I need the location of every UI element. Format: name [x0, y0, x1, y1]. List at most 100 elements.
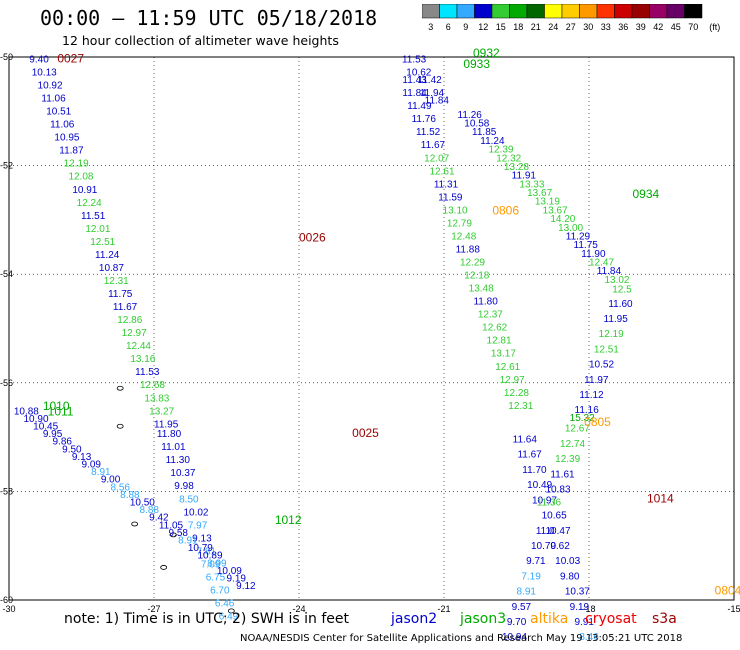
swh-value: 13.10	[443, 205, 468, 216]
swh-value: 12.67	[565, 424, 590, 435]
swh-value: 10.51	[46, 107, 71, 118]
swh-value: 12.19	[599, 329, 624, 340]
grid-lines	[8, 56, 735, 601]
swh-value: 12.61	[430, 166, 455, 177]
swh-value: 10.91	[72, 185, 97, 196]
swh-value: 11.95	[154, 419, 179, 430]
legend-level: 36	[618, 22, 628, 32]
swh-value: 10.50	[130, 498, 155, 509]
swh-value: 11.29	[566, 231, 591, 242]
swh-value: 10.02	[183, 507, 208, 518]
swh-value: 10.62	[406, 67, 431, 78]
swh-value: 9.50	[62, 444, 82, 455]
island-outline	[116, 385, 124, 391]
pass-time-label: 1011	[48, 404, 74, 418]
swh-value: 11.87	[59, 146, 84, 157]
swh-value: 12.19	[64, 159, 89, 170]
legend-level: 27	[566, 22, 576, 32]
swh-value: 11.84	[402, 88, 427, 99]
swh-value: 10.88	[14, 406, 39, 417]
swh-value: 12.51	[594, 344, 619, 355]
swh-value: 11.12	[579, 390, 604, 401]
x-tick-label: -18	[582, 604, 595, 614]
swh-value: 11.97	[584, 375, 609, 386]
swh-value: 10.79	[188, 543, 213, 554]
pass-time-label: 0027	[57, 51, 84, 65]
pass-time-label: 0806	[492, 203, 519, 217]
x-tick-label: -27	[147, 604, 160, 614]
legend-jason3: jason3	[460, 611, 507, 627]
swh-value: 11.67	[517, 450, 542, 461]
swh-value: 13.67	[543, 205, 568, 216]
pass-time-label: 0804	[715, 584, 740, 598]
swh-value: 10.13	[32, 67, 57, 78]
swh-value: 10.87	[99, 263, 124, 274]
swh-value: 9.13	[192, 533, 212, 544]
legend-level: (ft)	[709, 22, 720, 32]
swh-value: 10.09	[217, 566, 242, 577]
swh-value: 9.19	[227, 574, 247, 585]
swh-value: 11.76	[412, 114, 437, 125]
swh-value: 12.18	[464, 271, 489, 282]
swh-value: 12.31	[104, 276, 129, 287]
swh-value: 8.88	[140, 505, 160, 516]
swh-value: 12.39	[555, 454, 580, 465]
swh-value: 13.02	[604, 275, 629, 286]
swh-value: 11.06	[41, 94, 66, 105]
swh-value: 13.27	[149, 406, 174, 417]
swh-value: 8.46	[579, 632, 599, 643]
swh-value: 10.83	[546, 484, 571, 495]
swh-value: 12.97	[122, 328, 147, 339]
swh-value: 9.86	[53, 437, 73, 448]
pass-time-label: 0805	[584, 415, 611, 429]
swh-value: 13.17	[491, 349, 516, 360]
swh-value: 9.00	[101, 475, 121, 486]
swh-value: 10.03	[555, 556, 580, 567]
pass-time-label: 0934	[633, 187, 660, 201]
swh-value: 6.70	[210, 585, 230, 596]
swh-value: 12.68	[140, 380, 165, 391]
swh-value: 10.90	[24, 414, 49, 425]
chart-subtitle: 12 hour collection of altimeter wave hei…	[62, 33, 339, 48]
swh-value: 12.24	[77, 198, 102, 209]
swh-value: 9.40	[29, 54, 49, 65]
pass-time-label: 0933	[463, 57, 490, 71]
y-tick-label: -50	[0, 52, 13, 62]
note-text: note: 1) Time is in UTC; 2) SWH is in fe…	[64, 611, 350, 627]
swh-value: 12.29	[460, 258, 485, 269]
swh-value: 13.28	[504, 162, 529, 173]
swh-value: 9.62	[550, 541, 570, 552]
x-tick-label: -24	[292, 604, 305, 614]
swh-value: 11.0	[536, 526, 555, 537]
swh-value: 11.88	[456, 244, 481, 255]
swh-value: 9.13	[72, 452, 92, 463]
swh-value: 12.81	[487, 336, 512, 347]
swh-value: 10.92	[38, 80, 63, 91]
swh-value: 11.95	[604, 314, 629, 325]
color-legend: 3 6 9 12 15 18 21 24 27 30 33 36 39 42 45 70 (ft)	[422, 4, 720, 32]
swh-value: 11.06	[50, 120, 75, 131]
legend-level: 9	[463, 22, 468, 32]
swh-value: 12.07	[424, 153, 449, 164]
plot-frame	[8, 56, 735, 601]
swh-value: 12.86	[117, 315, 142, 326]
legend-cryosat: cryosat	[585, 611, 637, 627]
swh-value: 14.20	[550, 214, 575, 225]
swh-value: 12.28	[504, 388, 529, 399]
swh-value: 8.50	[179, 494, 199, 505]
swh-value: 12.51	[90, 237, 115, 248]
swh-value: 11.67	[421, 140, 446, 151]
legend-altika: altika	[530, 611, 569, 627]
swh-value: 11.70	[522, 465, 547, 476]
swh-value: 6.46	[215, 599, 235, 610]
swh-value: 11.24	[480, 136, 505, 147]
swh-value: 11.26	[458, 110, 483, 121]
legend-s3a: s3a	[652, 611, 677, 627]
pass-time-label: 1014	[647, 491, 674, 505]
swh-value: 10.37	[565, 587, 590, 598]
swh-value: 11.42	[417, 75, 442, 86]
swh-value: 12.01	[85, 224, 110, 235]
swh-value: 8.91	[517, 587, 537, 598]
swh-value: 9.19	[570, 602, 590, 613]
